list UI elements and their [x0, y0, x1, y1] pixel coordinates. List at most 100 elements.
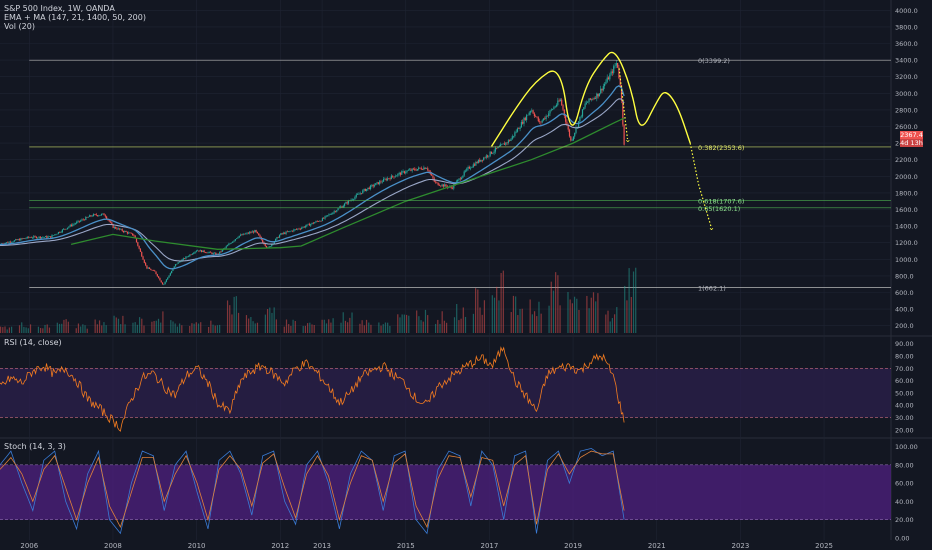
volume-bar	[502, 270, 504, 333]
candle-body	[345, 202, 347, 204]
candle-body	[479, 159, 481, 162]
stoch-title[interactable]: Stoch (14, 3, 3)	[4, 442, 66, 451]
volume-bar	[181, 325, 183, 333]
candle-body	[537, 117, 539, 122]
volume-bar	[136, 324, 138, 333]
candle-body	[481, 159, 483, 161]
candle-body	[306, 224, 308, 227]
candle-body	[80, 220, 82, 222]
candle-body	[554, 106, 556, 108]
volume-bar	[462, 307, 464, 333]
volume-bar	[483, 300, 486, 333]
projection-arrowhead: ⌄	[624, 135, 631, 144]
candle-body	[258, 233, 260, 236]
candle-body	[275, 238, 277, 242]
candle-body	[51, 235, 53, 238]
rsi-tick-label: 90.00	[895, 340, 914, 348]
candle-body	[87, 216, 90, 218]
volume-bar	[143, 325, 145, 333]
volume-bar	[132, 322, 134, 333]
volume-bar	[46, 324, 48, 333]
candle-body	[371, 185, 373, 186]
candle-body	[184, 258, 186, 259]
candle-body	[566, 121, 568, 126]
stoch-pane[interactable]	[0, 447, 891, 535]
candle-body	[229, 243, 231, 244]
candle-body	[541, 120, 543, 123]
y-tick-label: 2200.0	[895, 156, 918, 164]
candle-body	[85, 217, 87, 220]
candle-body	[434, 181, 437, 183]
volume-bar	[399, 317, 401, 333]
volume-bar	[416, 310, 418, 333]
volume-bar	[266, 309, 269, 333]
volume-bar	[496, 286, 498, 333]
candle-body	[572, 136, 575, 141]
rsi-band	[0, 368, 891, 418]
candle-body	[33, 236, 35, 238]
candle-body	[518, 128, 520, 130]
candle-body	[172, 268, 174, 271]
candle-body	[324, 216, 326, 219]
candle-body	[117, 228, 119, 230]
ema-legend[interactable]: EMA + MA (147, 21, 1400, 50, 200)	[4, 13, 146, 22]
volume-bar	[105, 325, 107, 333]
candle-body	[200, 250, 203, 253]
candle-body	[86, 217, 88, 218]
volume-legend[interactable]: Vol (20)	[4, 22, 35, 31]
candle-body	[208, 251, 210, 253]
candle-body	[99, 215, 101, 216]
volume-bar	[210, 320, 212, 333]
rsi-title[interactable]: RSI (14, close)	[4, 338, 62, 347]
candle-body	[310, 224, 312, 226]
candle-body	[210, 251, 212, 253]
candle-body	[174, 264, 177, 267]
y-tick-label: 2800.0	[895, 106, 918, 114]
candle-body	[531, 110, 533, 112]
rsi-pane[interactable]	[0, 346, 891, 432]
volume-bar	[609, 321, 611, 333]
candle-body	[271, 244, 273, 247]
candle-body	[268, 246, 270, 248]
volume-bar	[302, 325, 304, 333]
candle-body	[187, 256, 190, 257]
candle-body	[583, 107, 585, 110]
candle-body	[236, 238, 238, 240]
volume-bar	[550, 281, 552, 333]
volume-bar	[61, 323, 63, 333]
volume-bar	[226, 300, 229, 333]
candle-body	[64, 228, 66, 230]
volume-bar	[214, 325, 216, 333]
candle-body	[295, 229, 298, 230]
candle-body	[145, 262, 147, 266]
volume-bar	[592, 292, 595, 333]
candle-body	[591, 98, 593, 100]
candle-body	[57, 231, 60, 234]
volume-bar	[63, 319, 65, 333]
candle-body	[243, 233, 246, 235]
ema-slow-line	[0, 98, 625, 262]
stoch-tick-label: 100.00	[895, 443, 918, 451]
volume-bar	[491, 295, 493, 333]
volume-bar	[557, 275, 559, 333]
fib-level-label: 0(3399.2)	[698, 57, 730, 65]
candle-body	[403, 171, 405, 174]
candle-body	[262, 239, 264, 243]
candle-body	[169, 273, 171, 276]
volume-bar	[626, 300, 628, 333]
candle-body	[82, 219, 84, 221]
volume-bar	[294, 321, 296, 333]
price-pane[interactable]: 0(3399.2) 0.382(2353.6) 0.618(1707.6)0.65(…	[0, 51, 891, 292]
candle-body	[31, 237, 34, 239]
candle-body	[217, 253, 220, 255]
candle-body	[418, 167, 420, 170]
volume-bar	[397, 314, 399, 333]
candle-body	[120, 229, 122, 230]
volume-bar	[80, 326, 82, 333]
candle-body	[252, 231, 255, 233]
candle-body	[388, 178, 390, 180]
candle-body	[584, 103, 586, 108]
volume-bar	[420, 320, 422, 333]
candle-body	[471, 167, 473, 168]
